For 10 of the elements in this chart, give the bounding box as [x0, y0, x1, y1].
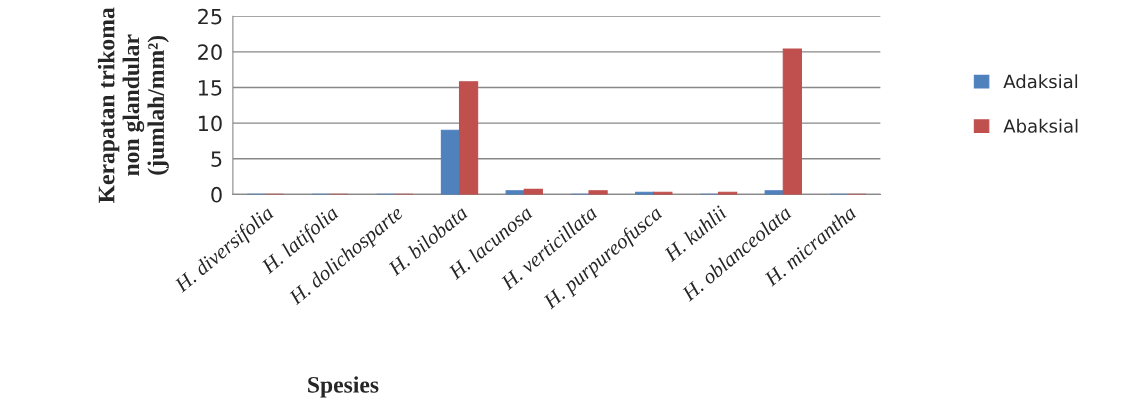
y-tick-label: 25	[198, 8, 222, 25]
legend-label: Adaksial	[1003, 74, 1078, 89]
y-tick-label: 0	[211, 186, 222, 203]
y-tick-label: 10	[198, 115, 222, 132]
y-axis-title: Kerapatan trikoma non glandular (jumlah/mm²)	[97, 7, 169, 203]
x-axis-title: Spesies	[308, 376, 379, 398]
y-tick-label: 15	[198, 80, 222, 96]
y-tick-label: 20	[198, 44, 222, 61]
y-tick-label: 5	[211, 151, 222, 167]
legend-label: Abaksial	[1003, 118, 1078, 133]
